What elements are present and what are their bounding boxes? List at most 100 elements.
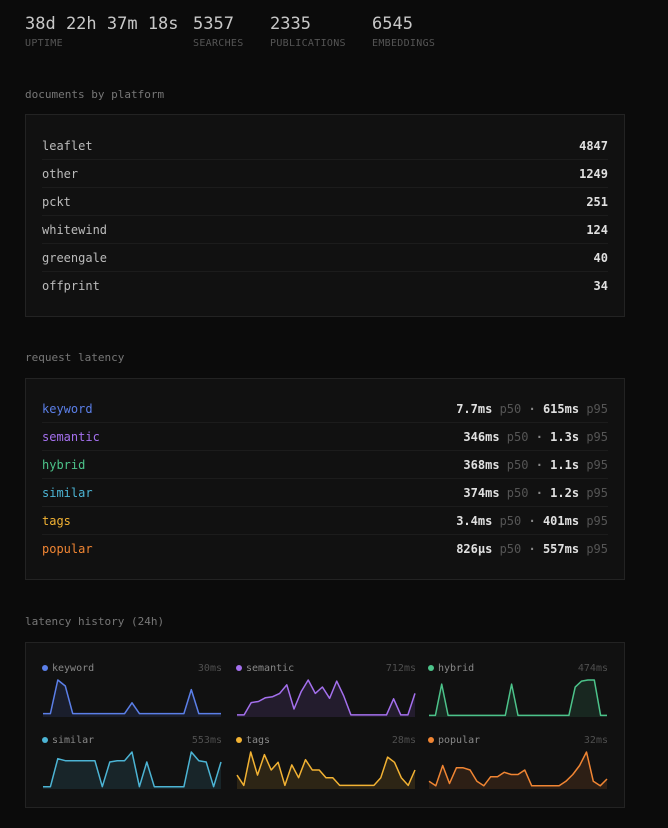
platform-row: leaflet 4847 xyxy=(42,132,608,160)
separator: · xyxy=(535,457,543,472)
p95-value: 615ms xyxy=(542,401,580,416)
sparkline-max: 30ms xyxy=(197,662,222,674)
section-title: documents by platform xyxy=(25,88,165,101)
sparkline-max: 553ms xyxy=(191,734,222,746)
sparkline-area xyxy=(43,752,221,789)
p95-value: 557ms xyxy=(542,541,580,556)
separator: · xyxy=(535,429,543,444)
sparkline-card: popular 32ms xyxy=(428,733,608,789)
legend-dot xyxy=(428,664,434,671)
latency-row: popular 826µs p50 · 557ms p95 xyxy=(42,535,608,562)
legend-dot xyxy=(428,736,434,743)
p95-label: p95 xyxy=(586,513,608,528)
sparkline-line xyxy=(43,679,221,715)
p50-label: p50 xyxy=(499,541,522,556)
latency-panel: keyword 7.7ms p50 · 615ms p95 semantic 346m… xyxy=(25,378,625,580)
platform-row: pckt 251 xyxy=(42,188,608,216)
stat-value: 5357 xyxy=(193,14,234,34)
endpoint-name: similar xyxy=(42,485,93,500)
platform-name: other xyxy=(42,166,79,181)
latency-values: 368ms p50 · 1.1s p95 xyxy=(463,458,608,472)
latency-values: 3.4ms p50 · 401ms p95 xyxy=(456,514,608,528)
sparkline-header: tags 28ms xyxy=(236,733,416,747)
sparkline-name: tags xyxy=(246,734,271,746)
sparkline-area xyxy=(237,680,415,717)
sparkline-legend: semantic xyxy=(236,663,294,674)
latency-values: 346ms p50 · 1.3s p95 xyxy=(463,430,608,444)
stat-label: SEARCHES xyxy=(193,38,244,49)
stat-label: EMBEDDINGS xyxy=(372,38,436,49)
separator: · xyxy=(535,485,543,500)
sparkline-legend: hybrid xyxy=(428,663,474,674)
p50-label: p50 xyxy=(499,513,522,528)
p95-value: 1.2s xyxy=(550,485,580,500)
platform-row: other 1249 xyxy=(42,160,608,188)
platform-name: greengale xyxy=(42,250,108,265)
latency-row: similar 374ms p50 · 1.2s p95 xyxy=(42,479,608,507)
endpoint-name: semantic xyxy=(42,429,100,444)
p95-label: p95 xyxy=(586,457,608,472)
sparkline-name: hybrid xyxy=(438,662,475,674)
stat-value: 6545 xyxy=(372,14,413,34)
platform-count: 40 xyxy=(593,250,608,265)
p95-label: p95 xyxy=(586,429,608,444)
sparkline-max: 32ms xyxy=(583,734,608,746)
p50-label: p50 xyxy=(506,457,529,472)
platform-name: pckt xyxy=(42,194,71,209)
sparkline-header: keyword 30ms xyxy=(42,661,222,675)
platform-count: 34 xyxy=(593,278,608,293)
p95-label: p95 xyxy=(586,401,608,416)
latency-row: hybrid 368ms p50 · 1.1s p95 xyxy=(42,451,608,479)
sparkline-card: hybrid 474ms xyxy=(428,661,608,717)
p50-value: 346ms xyxy=(463,429,500,444)
p50-label: p50 xyxy=(506,429,529,444)
platform-panel: leaflet 4847 other 1249 pckt 251 whitewind 124 g… xyxy=(25,114,625,317)
latency-values: 826µs p50 · 557ms p95 xyxy=(456,542,608,556)
latency-row: semantic 346ms p50 · 1.3s p95 xyxy=(42,423,608,451)
p50-value: 826µs xyxy=(456,541,493,556)
platform-row: whitewind 124 xyxy=(42,216,608,244)
stat-value: 38d 22h 37m 18s xyxy=(25,14,179,34)
platform-row: offprint 34 xyxy=(42,272,608,299)
sparkline-header: similar 553ms xyxy=(42,733,222,747)
sparkline-line xyxy=(43,751,222,788)
p50-label: p50 xyxy=(506,485,529,500)
legend-dot xyxy=(42,664,48,671)
platform-count: 251 xyxy=(586,194,608,209)
latency-rows: keyword 7.7ms p50 · 615ms p95 semantic 346m… xyxy=(42,395,608,562)
sparkline-line xyxy=(429,679,607,717)
sparkline-max: 712ms xyxy=(385,662,416,674)
endpoint-name: popular xyxy=(42,541,93,556)
section-title: latency history (24h) xyxy=(25,615,165,628)
stat-label: UPTIME xyxy=(25,38,63,49)
sparkline xyxy=(236,751,416,789)
sparkline-area xyxy=(43,680,221,717)
sparkline-area xyxy=(429,680,607,717)
separator: · xyxy=(528,541,536,556)
latency-values: 374ms p50 · 1.2s p95 xyxy=(463,486,608,500)
sparkline-max: 474ms xyxy=(577,662,608,674)
sparkline-card: keyword 30ms xyxy=(42,661,222,717)
section-title: request latency xyxy=(25,351,125,364)
latency-values: 7.7ms p50 · 615ms p95 xyxy=(456,402,608,416)
sparkline-card: similar 553ms xyxy=(42,733,222,789)
sparkline-line xyxy=(428,751,608,787)
endpoint-name: keyword xyxy=(42,401,93,416)
separator: · xyxy=(528,513,536,528)
p50-label: p50 xyxy=(499,401,522,416)
platform-count: 124 xyxy=(586,222,608,237)
endpoint-name: hybrid xyxy=(42,457,86,472)
sparkline-card: tags 28ms xyxy=(236,733,416,789)
stat-value: 2335 xyxy=(270,14,311,34)
sparkline xyxy=(43,751,222,789)
legend-dot xyxy=(236,736,242,743)
p95-value: 1.3s xyxy=(550,429,580,444)
sparkline-header: hybrid 474ms xyxy=(428,661,608,675)
p95-label: p95 xyxy=(586,485,608,500)
separator: · xyxy=(528,401,536,416)
legend-dot xyxy=(236,664,242,671)
platform-row: greengale 40 xyxy=(42,244,608,272)
p50-value: 3.4ms xyxy=(456,513,493,528)
sparkline-line xyxy=(236,751,416,787)
